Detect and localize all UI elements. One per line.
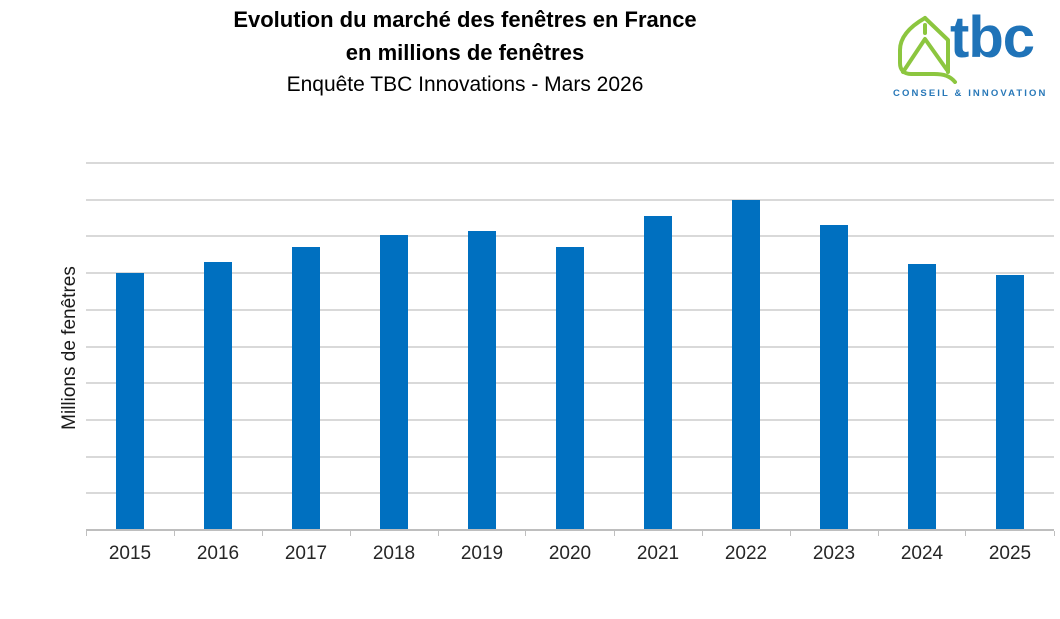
x-axis-labels: 2015 2016 2017 2018 2019 2020 2021 2022 2023 2024… (86, 543, 1054, 565)
tbc-logo-tagline: CONSEIL & INNOVATION (893, 88, 1048, 99)
x-axis-tick (173, 531, 175, 536)
x-axis-label-2025: 2025 (988, 543, 1032, 564)
bar-2025 (996, 274, 1024, 530)
bar-slot-2018 (350, 163, 438, 530)
bars-row (86, 163, 1054, 530)
chart-subtitle: Enquête TBC Innovations - Mars 2026 (286, 73, 644, 96)
bar-2018 (380, 234, 408, 530)
x-axis-label-2023: 2023 (812, 543, 856, 564)
tbc-logo-text: tbc (950, 5, 1035, 70)
gridline (86, 162, 1054, 164)
x-axis-tick (613, 531, 615, 536)
x-axis-tick (965, 531, 967, 536)
bar-slot-2020 (526, 163, 614, 530)
x-axis-label-2022: 2022 (724, 543, 768, 564)
x-axis-label-2020: 2020 (548, 543, 592, 564)
bar-2019 (468, 230, 496, 530)
bar-2017 (292, 247, 320, 530)
x-axis-tick (437, 531, 439, 536)
x-axis-label-2019: 2019 (460, 543, 504, 564)
bar-2016 (204, 262, 232, 530)
bar-slot-2024 (878, 163, 966, 530)
x-axis-tick (349, 531, 351, 536)
x-axis-tick (701, 531, 703, 536)
x-axis-tick (789, 531, 791, 536)
bar-slot-2016 (174, 163, 262, 530)
bar-2024 (908, 263, 936, 530)
chart-title-line1: Evolution du marché des fenêtres en Fran… (233, 7, 697, 32)
x-axis-label-2024: 2024 (900, 543, 944, 564)
x-axis-label-2021: 2021 (636, 543, 680, 564)
bar-2021 (644, 216, 672, 530)
bar-slot-2022 (702, 163, 790, 530)
bar-2023 (820, 225, 848, 530)
bar-slot-2017 (262, 163, 350, 530)
tbc-house-icon (898, 16, 957, 84)
plot-area (85, 162, 1055, 536)
x-axis-line (86, 529, 1054, 531)
x-axis-label-2016: 2016 (196, 543, 240, 564)
tbc-logo: tbc CONSEIL & INNOVATION (888, 5, 1056, 105)
bar-slot-2019 (438, 163, 526, 530)
x-axis-tick (1053, 531, 1055, 536)
x-axis-tick (525, 531, 527, 536)
bar-2022 (732, 199, 760, 530)
x-axis-tick (85, 531, 87, 536)
x-axis-label-2017: 2017 (284, 543, 328, 564)
x-axis-label-2015: 2015 (108, 543, 152, 564)
gridline (86, 235, 1054, 238)
bar-slot-2015 (86, 163, 174, 530)
gridline (86, 198, 1054, 201)
x-axis-tick (877, 531, 879, 536)
y-axis-label: Millions de fenêtres (59, 266, 80, 430)
chart-title-line2: en millions de fenêtres (345, 40, 585, 65)
x-axis-tick (261, 531, 263, 536)
x-axis-label-2018: 2018 (372, 543, 416, 564)
chart-header: Evolution du marché des fenêtres en Fran… (0, 3, 930, 101)
bar-slot-2021 (614, 163, 702, 530)
bar-slot-2025 (966, 163, 1054, 530)
bar-slot-2023 (790, 163, 878, 530)
bar-2015 (116, 273, 144, 530)
bar-2020 (556, 247, 584, 530)
